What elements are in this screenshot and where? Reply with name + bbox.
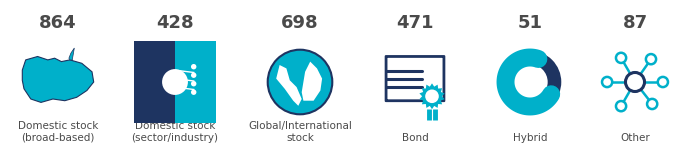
- Polygon shape: [139, 46, 211, 118]
- Polygon shape: [22, 57, 94, 102]
- Circle shape: [658, 77, 668, 87]
- Circle shape: [162, 69, 188, 95]
- Circle shape: [145, 52, 155, 61]
- Circle shape: [170, 113, 180, 122]
- Polygon shape: [150, 82, 175, 107]
- Circle shape: [206, 77, 216, 87]
- Text: Bond: Bond: [402, 133, 428, 143]
- Circle shape: [267, 50, 332, 114]
- Text: 51: 51: [517, 14, 542, 32]
- Polygon shape: [69, 48, 74, 60]
- Circle shape: [626, 73, 645, 91]
- Circle shape: [191, 81, 197, 86]
- FancyBboxPatch shape: [386, 56, 444, 101]
- Circle shape: [191, 89, 197, 95]
- Polygon shape: [276, 65, 302, 106]
- Polygon shape: [169, 53, 181, 82]
- Text: 864: 864: [39, 14, 77, 32]
- Circle shape: [602, 77, 612, 87]
- Circle shape: [195, 52, 205, 61]
- Polygon shape: [175, 82, 200, 107]
- Text: 698: 698: [281, 14, 318, 32]
- Text: 471: 471: [396, 14, 434, 32]
- Circle shape: [134, 77, 144, 87]
- Circle shape: [647, 99, 657, 109]
- Text: Other: Other: [620, 133, 650, 143]
- Circle shape: [195, 103, 205, 112]
- Circle shape: [646, 54, 656, 64]
- Polygon shape: [150, 57, 175, 82]
- Circle shape: [512, 64, 547, 100]
- Text: Domestic stock
(sector/industry): Domestic stock (sector/industry): [132, 121, 218, 143]
- Circle shape: [425, 89, 439, 103]
- Circle shape: [191, 64, 197, 69]
- Circle shape: [145, 103, 155, 112]
- Text: Hybrid: Hybrid: [512, 133, 547, 143]
- Circle shape: [616, 101, 626, 111]
- Polygon shape: [419, 83, 445, 109]
- Circle shape: [191, 73, 197, 78]
- Text: 87: 87: [622, 14, 648, 32]
- Polygon shape: [169, 82, 181, 111]
- Polygon shape: [139, 46, 211, 118]
- Polygon shape: [139, 46, 211, 118]
- Polygon shape: [302, 62, 322, 101]
- Text: Global/International
stock: Global/International stock: [248, 121, 352, 143]
- Polygon shape: [175, 76, 204, 88]
- Text: Domestic stock
(broad-based): Domestic stock (broad-based): [18, 121, 98, 143]
- Polygon shape: [175, 57, 200, 82]
- Polygon shape: [134, 41, 175, 123]
- Circle shape: [145, 52, 205, 112]
- Circle shape: [170, 42, 180, 51]
- Circle shape: [498, 51, 561, 113]
- Polygon shape: [175, 41, 216, 123]
- Polygon shape: [146, 76, 175, 88]
- Circle shape: [616, 53, 626, 63]
- Text: 428: 428: [156, 14, 194, 32]
